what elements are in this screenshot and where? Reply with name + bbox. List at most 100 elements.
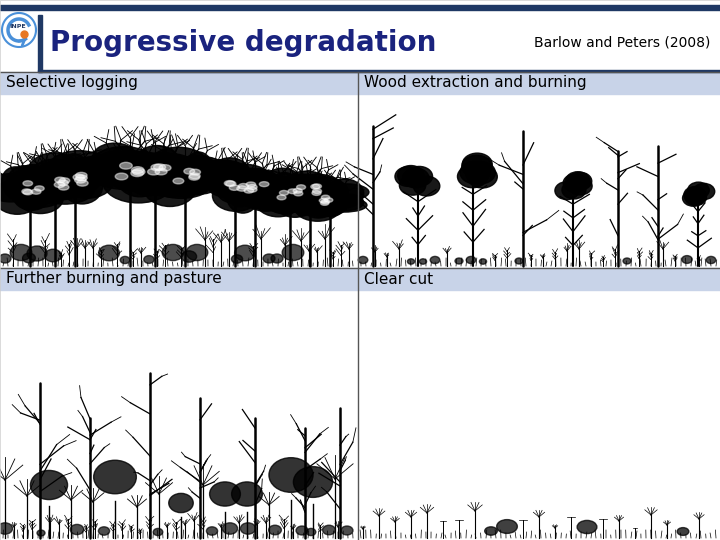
Ellipse shape: [14, 178, 46, 210]
Ellipse shape: [683, 190, 704, 206]
Ellipse shape: [192, 160, 250, 189]
Ellipse shape: [54, 182, 65, 187]
Ellipse shape: [58, 154, 89, 189]
Ellipse shape: [566, 172, 590, 190]
Ellipse shape: [189, 169, 200, 175]
Ellipse shape: [219, 177, 269, 197]
Ellipse shape: [515, 258, 523, 264]
Ellipse shape: [144, 165, 184, 185]
Ellipse shape: [0, 523, 13, 534]
Ellipse shape: [282, 174, 324, 197]
Ellipse shape: [462, 153, 492, 176]
Ellipse shape: [248, 187, 257, 192]
Ellipse shape: [16, 165, 48, 198]
Text: Clear cut: Clear cut: [364, 272, 433, 287]
Ellipse shape: [251, 181, 294, 209]
Ellipse shape: [166, 172, 209, 195]
Ellipse shape: [227, 174, 253, 207]
Ellipse shape: [189, 173, 200, 179]
Ellipse shape: [141, 156, 199, 185]
Ellipse shape: [419, 259, 426, 264]
Ellipse shape: [23, 181, 32, 186]
Ellipse shape: [397, 166, 424, 185]
Ellipse shape: [246, 184, 300, 210]
Bar: [0, 72, 358, 94]
Ellipse shape: [23, 190, 32, 195]
Ellipse shape: [75, 177, 86, 183]
Ellipse shape: [117, 161, 163, 197]
Ellipse shape: [291, 185, 318, 215]
Ellipse shape: [685, 190, 706, 206]
Ellipse shape: [238, 184, 248, 189]
Ellipse shape: [214, 177, 268, 196]
Ellipse shape: [107, 161, 168, 186]
Bar: [38, 15, 42, 72]
Ellipse shape: [0, 179, 41, 214]
Ellipse shape: [303, 198, 333, 218]
Ellipse shape: [480, 259, 487, 264]
Ellipse shape: [244, 184, 289, 211]
Ellipse shape: [279, 191, 289, 195]
Ellipse shape: [321, 195, 330, 200]
Ellipse shape: [623, 258, 631, 264]
Ellipse shape: [10, 245, 32, 261]
Ellipse shape: [207, 527, 217, 535]
Ellipse shape: [324, 184, 369, 200]
Ellipse shape: [460, 161, 490, 184]
Text: Barlow and Peters (2008): Barlow and Peters (2008): [534, 36, 710, 50]
Ellipse shape: [17, 171, 75, 192]
Ellipse shape: [325, 179, 364, 208]
Ellipse shape: [186, 245, 208, 261]
Ellipse shape: [395, 167, 421, 186]
Ellipse shape: [292, 174, 320, 202]
Ellipse shape: [99, 245, 120, 261]
Ellipse shape: [174, 158, 225, 194]
Ellipse shape: [258, 185, 312, 203]
Ellipse shape: [274, 187, 315, 217]
Ellipse shape: [455, 258, 463, 264]
Ellipse shape: [60, 160, 114, 198]
Bar: [38, 70, 720, 72]
Ellipse shape: [58, 161, 118, 180]
Ellipse shape: [246, 182, 256, 187]
Ellipse shape: [244, 188, 253, 193]
Ellipse shape: [328, 194, 364, 211]
Ellipse shape: [37, 161, 75, 193]
Ellipse shape: [485, 527, 498, 535]
Ellipse shape: [47, 166, 87, 192]
Ellipse shape: [168, 494, 193, 512]
Ellipse shape: [292, 189, 328, 209]
Ellipse shape: [76, 175, 87, 181]
Ellipse shape: [255, 177, 307, 201]
Ellipse shape: [231, 255, 243, 263]
Ellipse shape: [577, 521, 597, 534]
Ellipse shape: [215, 173, 274, 198]
Ellipse shape: [153, 174, 210, 198]
Ellipse shape: [290, 174, 343, 201]
Ellipse shape: [279, 179, 308, 199]
Ellipse shape: [227, 168, 278, 190]
Ellipse shape: [312, 191, 321, 195]
Ellipse shape: [122, 160, 179, 191]
Ellipse shape: [400, 176, 426, 195]
Ellipse shape: [402, 168, 429, 188]
Ellipse shape: [134, 164, 196, 185]
Ellipse shape: [682, 255, 692, 264]
Ellipse shape: [232, 482, 262, 506]
Ellipse shape: [222, 523, 238, 534]
Ellipse shape: [222, 186, 261, 204]
Ellipse shape: [562, 181, 586, 199]
Ellipse shape: [210, 158, 251, 191]
Ellipse shape: [688, 182, 709, 198]
Ellipse shape: [270, 173, 298, 197]
Ellipse shape: [301, 196, 347, 217]
Ellipse shape: [115, 152, 171, 187]
Ellipse shape: [77, 180, 88, 186]
Ellipse shape: [311, 184, 320, 189]
Ellipse shape: [235, 245, 256, 261]
Ellipse shape: [277, 195, 286, 200]
Ellipse shape: [40, 177, 96, 193]
Bar: [358, 268, 720, 290]
Ellipse shape: [144, 255, 154, 264]
Ellipse shape: [116, 161, 191, 187]
